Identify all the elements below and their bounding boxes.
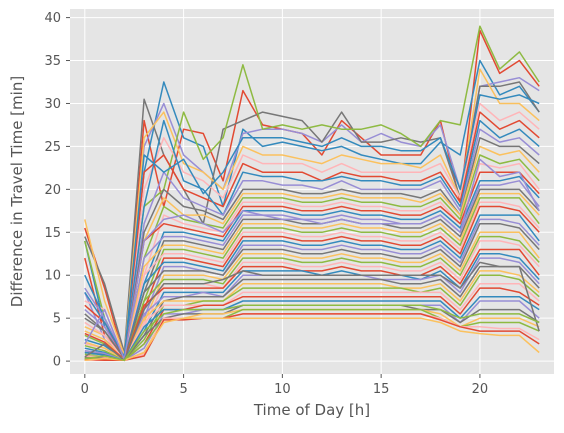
series-line-27 — [84, 235, 540, 362]
y-tick-label: 0 — [53, 355, 61, 370]
x-axis-ticks: 0 5 10 15 20 — [81, 374, 489, 397]
x-axis-label: Time of Day [h] — [253, 401, 370, 419]
y-axis-ticks: 0 5 10 15 20 25 30 35 40 — [44, 11, 70, 370]
y-tick-label: 10 — [44, 269, 61, 284]
series-line-37 — [84, 295, 540, 362]
series-line-19 — [84, 192, 540, 361]
series-line-2 — [84, 59, 540, 357]
series-line-36 — [84, 287, 540, 362]
y-tick-label: 20 — [44, 183, 61, 198]
series-line-34 — [84, 274, 540, 362]
series-line-10 — [84, 128, 540, 361]
series-line-21 — [84, 201, 540, 361]
series-line-32 — [84, 265, 540, 362]
series-line-9 — [84, 119, 540, 359]
series-line-48 — [84, 304, 540, 362]
series-line-7 — [84, 102, 540, 360]
series-line-45 — [84, 158, 540, 361]
y-tick-label: 30 — [44, 97, 61, 112]
series-line-13 — [84, 154, 540, 362]
y-tick-label: 5 — [53, 312, 61, 327]
series-line-35 — [84, 283, 540, 362]
series-line-15 — [84, 171, 540, 360]
series-line-46 — [84, 261, 540, 362]
x-tick-label: 10 — [274, 382, 291, 397]
series-line-29 — [84, 248, 540, 361]
y-tick-label: 15 — [44, 226, 61, 241]
series-line-47 — [84, 317, 540, 362]
y-tick-label: 35 — [44, 54, 61, 69]
series-line-6 — [84, 25, 540, 361]
series-line-8 — [84, 111, 540, 358]
series-line-33 — [84, 270, 540, 361]
x-tick-label: 5 — [179, 382, 187, 397]
x-tick-label: 20 — [472, 382, 489, 397]
x-tick-label: 15 — [373, 382, 390, 397]
y-tick-label: 40 — [44, 11, 61, 26]
series-line-12 — [84, 145, 540, 361]
series-lines — [84, 25, 540, 362]
series-line-23 — [84, 214, 540, 361]
y-tick-label: 25 — [44, 140, 61, 155]
series-line-43 — [84, 313, 540, 362]
series-line-44 — [84, 94, 540, 358]
series-line-17 — [84, 180, 540, 359]
x-tick-label: 0 — [81, 382, 89, 397]
series-line-25 — [84, 222, 540, 360]
y-axis-label: Difference in Travel Time [min] — [8, 76, 26, 307]
